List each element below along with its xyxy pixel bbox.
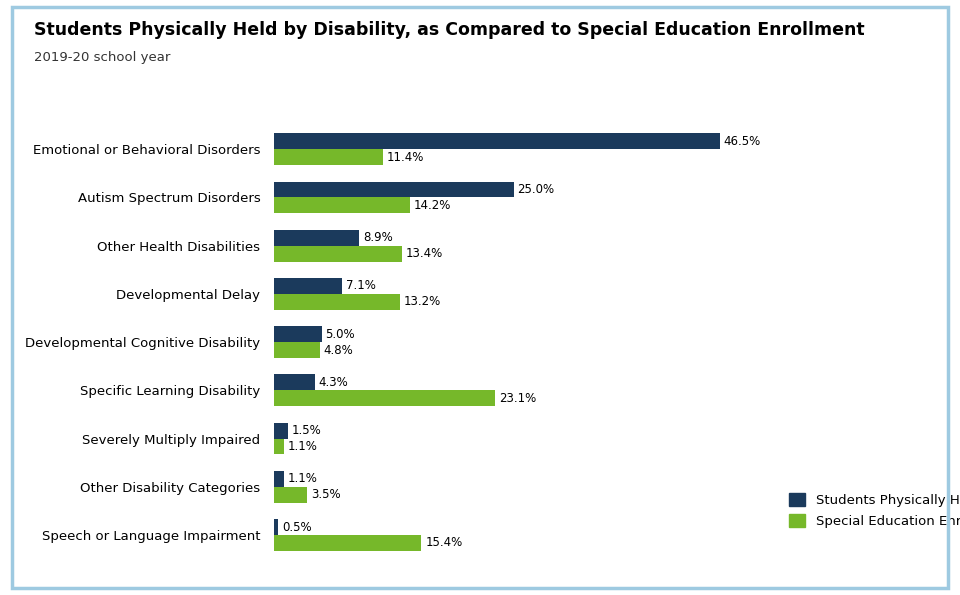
Legend: Students Physically Held, Special Education Enrollment: Students Physically Held, Special Educat… <box>789 493 960 528</box>
Bar <box>274 149 383 165</box>
Text: 2019-20 school year: 2019-20 school year <box>34 51 170 64</box>
Text: 14.2%: 14.2% <box>414 199 451 212</box>
Text: 3.5%: 3.5% <box>311 488 341 501</box>
Bar <box>274 390 495 406</box>
Text: 1.5%: 1.5% <box>292 424 322 437</box>
Bar <box>274 422 288 439</box>
Bar <box>274 246 402 262</box>
Bar <box>274 374 315 390</box>
Text: 11.4%: 11.4% <box>387 151 424 164</box>
Text: 4.8%: 4.8% <box>324 343 353 356</box>
Bar <box>274 439 284 455</box>
Text: 23.1%: 23.1% <box>499 392 537 405</box>
Bar <box>274 198 410 214</box>
Text: 25.0%: 25.0% <box>517 183 555 196</box>
Bar <box>274 342 320 358</box>
Text: 13.2%: 13.2% <box>404 295 442 308</box>
Text: 0.5%: 0.5% <box>282 521 312 534</box>
Text: 4.3%: 4.3% <box>319 376 348 389</box>
Bar <box>274 181 514 198</box>
Bar <box>274 487 307 503</box>
Text: 5.0%: 5.0% <box>325 328 355 341</box>
Bar <box>274 535 421 551</box>
Bar <box>274 278 342 294</box>
Bar <box>274 294 400 310</box>
Bar <box>274 230 359 246</box>
Text: Students Physically Held by Disability, as Compared to Special Education Enrollm: Students Physically Held by Disability, … <box>34 21 864 39</box>
Text: 7.1%: 7.1% <box>346 280 375 292</box>
Bar <box>274 519 278 535</box>
Text: 15.4%: 15.4% <box>425 537 463 550</box>
Text: 1.1%: 1.1% <box>288 472 318 486</box>
Bar <box>274 471 284 487</box>
Bar <box>274 133 720 149</box>
Text: 13.4%: 13.4% <box>406 247 444 260</box>
Bar <box>274 326 322 342</box>
Text: 46.5%: 46.5% <box>724 134 761 148</box>
Text: 8.9%: 8.9% <box>363 231 393 244</box>
Text: 1.1%: 1.1% <box>288 440 318 453</box>
